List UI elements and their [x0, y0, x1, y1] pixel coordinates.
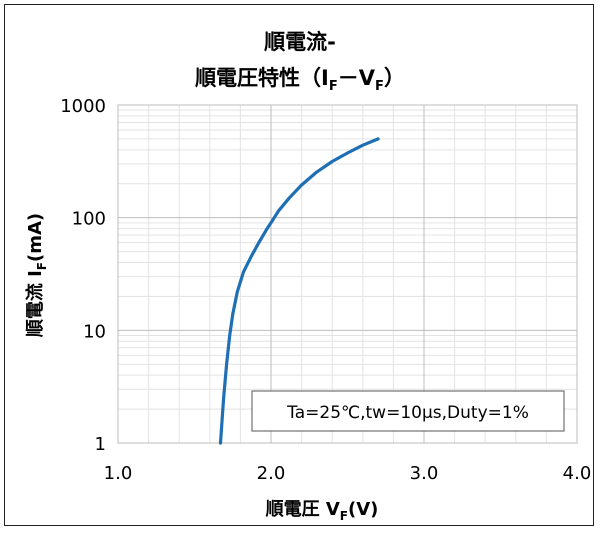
y-tick-label: 10 — [83, 321, 106, 342]
x-tick-label: 1.0 — [104, 463, 133, 484]
y-tick-label: 1000 — [60, 96, 106, 117]
series-line — [218, 137, 380, 445]
y-tick-labels: 1 10 100 1000 — [60, 96, 106, 455]
x-tick-labels: 1.0 2.0 3.0 4.0 — [104, 463, 592, 484]
x-tick-label: 2.0 — [257, 463, 286, 484]
y-tick-label: 100 — [72, 209, 106, 230]
chart-title-line1: 順電流- — [264, 30, 336, 54]
plot-area — [117, 104, 578, 444]
chart-title-line2: 順電圧特性（IF－VF） — [195, 66, 405, 94]
y-axis-label: 順電流 IF(mA) — [24, 213, 49, 337]
annotation-box — [251, 390, 565, 432]
x-axis-label: 順電圧 VF(V) — [266, 499, 379, 523]
y-tick-label: 1 — [95, 434, 106, 455]
major-gridlines — [117, 104, 578, 444]
x-tick-label: 3.0 — [410, 463, 439, 484]
x-tick-label: 4.0 — [563, 463, 592, 484]
series-group — [218, 137, 380, 445]
annotation-text: Ta=25℃,tw=10μs,Duty=1% — [286, 403, 529, 423]
